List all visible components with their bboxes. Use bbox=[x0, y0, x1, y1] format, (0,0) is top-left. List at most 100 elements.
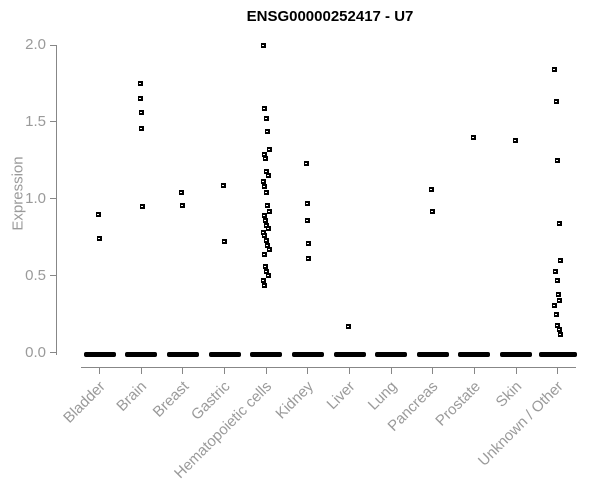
data-point bbox=[553, 268, 559, 274]
data-point bbox=[265, 202, 271, 208]
zero-cluster-bar bbox=[416, 352, 449, 357]
data-point bbox=[260, 277, 266, 283]
data-point bbox=[266, 247, 272, 253]
data-point bbox=[265, 225, 271, 231]
data-point bbox=[179, 190, 185, 196]
y-tick-label: 1.0 bbox=[25, 189, 46, 207]
data-point bbox=[139, 204, 145, 210]
data-point bbox=[263, 190, 269, 196]
data-point bbox=[558, 257, 564, 263]
data-point bbox=[262, 105, 268, 111]
chart-title: ENSG00000252417 - U7 bbox=[246, 8, 414, 25]
x-tick bbox=[182, 367, 184, 374]
zero-cluster-bar bbox=[83, 352, 116, 357]
data-point bbox=[557, 297, 563, 303]
x-tick-label: Liver bbox=[323, 378, 359, 414]
data-point bbox=[139, 125, 145, 131]
x-tick-label: Skin bbox=[492, 378, 526, 411]
data-point bbox=[260, 179, 266, 185]
data-point bbox=[262, 282, 268, 288]
y-tick bbox=[50, 44, 57, 46]
x-tick bbox=[307, 367, 309, 374]
x-tick-label: Lung bbox=[364, 378, 401, 414]
y-tick bbox=[50, 275, 57, 277]
data-point bbox=[221, 239, 227, 245]
data-point bbox=[137, 80, 143, 86]
data-point bbox=[553, 311, 559, 317]
data-point bbox=[261, 151, 267, 157]
zero-cluster-bar bbox=[500, 352, 533, 357]
data-point bbox=[306, 256, 312, 262]
data-point bbox=[429, 187, 435, 193]
data-point bbox=[260, 230, 266, 236]
x-tick bbox=[265, 367, 267, 374]
zero-cluster-bar bbox=[250, 352, 283, 357]
data-point bbox=[555, 291, 561, 297]
x-tick bbox=[99, 367, 101, 374]
x-tick bbox=[224, 367, 226, 374]
data-point bbox=[552, 67, 558, 73]
data-point bbox=[265, 128, 271, 134]
data-point bbox=[470, 134, 476, 140]
zero-cluster-bar bbox=[208, 352, 241, 357]
data-point bbox=[553, 99, 559, 105]
zero-cluster-bar bbox=[291, 352, 324, 357]
data-point bbox=[263, 264, 268, 270]
zero-cluster-bar bbox=[333, 352, 366, 357]
data-point bbox=[262, 233, 268, 239]
x-tick bbox=[515, 367, 517, 374]
data-point bbox=[554, 277, 560, 283]
data-point bbox=[346, 324, 351, 330]
x-tick bbox=[473, 367, 475, 374]
data-point bbox=[552, 302, 558, 308]
y-tick bbox=[50, 121, 57, 123]
x-tick bbox=[432, 367, 434, 374]
data-point bbox=[179, 202, 185, 208]
x-axis-line bbox=[81, 366, 576, 368]
zero-cluster-bar bbox=[538, 352, 577, 357]
data-point bbox=[555, 157, 561, 163]
y-tick bbox=[50, 352, 57, 354]
x-tick bbox=[557, 367, 559, 374]
data-point bbox=[265, 273, 271, 279]
zero-cluster-bar bbox=[166, 352, 199, 357]
y-tick-label: 1.5 bbox=[25, 112, 46, 130]
data-point bbox=[96, 211, 102, 217]
data-point bbox=[96, 236, 102, 242]
data-point bbox=[558, 331, 564, 337]
y-tick-label: 0.5 bbox=[25, 266, 46, 284]
data-point bbox=[304, 200, 310, 206]
data-point bbox=[266, 208, 272, 214]
data-point bbox=[512, 137, 518, 143]
data-point bbox=[556, 327, 562, 333]
x-tick-label: Kidney bbox=[272, 378, 317, 423]
zero-cluster-bar bbox=[375, 352, 408, 357]
y-axis-line bbox=[56, 44, 57, 355]
data-point bbox=[262, 184, 268, 190]
x-tick bbox=[349, 367, 350, 374]
x-tick bbox=[140, 367, 142, 374]
x-tick-label: Breast bbox=[149, 378, 192, 421]
data-point bbox=[261, 251, 267, 257]
y-tick-label: 2.0 bbox=[25, 36, 46, 53]
x-tick bbox=[390, 367, 392, 374]
x-tick-label: Prostate bbox=[431, 378, 484, 430]
data-point bbox=[266, 147, 272, 153]
data-point bbox=[263, 116, 269, 122]
data-point bbox=[263, 237, 269, 243]
data-point bbox=[555, 322, 561, 328]
data-point bbox=[138, 110, 144, 116]
data-point bbox=[305, 240, 311, 246]
data-point bbox=[429, 208, 435, 214]
data-point bbox=[138, 96, 144, 102]
data-point bbox=[556, 220, 562, 226]
zero-cluster-bar bbox=[125, 352, 158, 357]
data-point bbox=[263, 156, 268, 162]
data-point bbox=[264, 222, 270, 228]
data-point bbox=[304, 160, 310, 166]
data-point bbox=[264, 168, 270, 174]
data-point bbox=[265, 173, 271, 179]
data-point bbox=[264, 268, 270, 274]
data-point bbox=[221, 182, 227, 188]
